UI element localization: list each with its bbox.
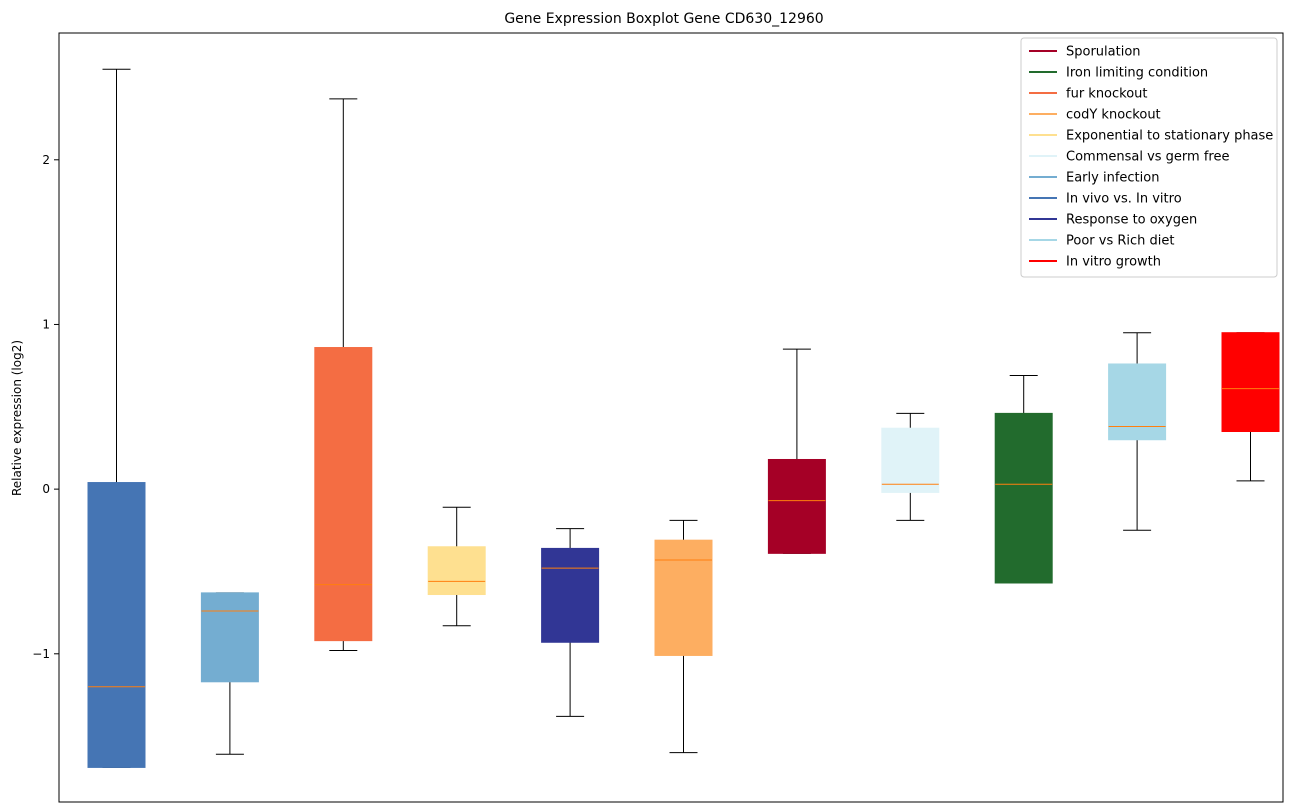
plot-frame xyxy=(58,32,1284,803)
box-body xyxy=(314,347,373,642)
box-body xyxy=(1221,332,1280,432)
legend-frame xyxy=(1020,37,1278,278)
box-body xyxy=(427,546,486,596)
y-tick-label: 2 xyxy=(42,153,50,167)
legend-entry: codY knockout xyxy=(1029,108,1161,123)
box-5 xyxy=(541,528,600,717)
legend-label: codY knockout xyxy=(1066,108,1161,123)
box-body xyxy=(87,482,146,768)
legend-label: Iron limiting condition xyxy=(1066,66,1208,81)
y-tick-label: 1 xyxy=(42,317,50,331)
legend-label: Exponential to stationary phase xyxy=(1066,129,1273,144)
box-11 xyxy=(1221,332,1280,482)
legend-entry: Poor vs Rich diet xyxy=(1029,234,1174,249)
legend-entry: Iron limiting condition xyxy=(1029,66,1208,81)
box-body xyxy=(541,547,600,643)
legend-entry: fur knockout xyxy=(1029,87,1148,102)
box-1 xyxy=(87,68,146,768)
legend-label: Early infection xyxy=(1066,171,1159,186)
y-tick-label: −1 xyxy=(32,647,50,661)
legend-label: Response to oxygen xyxy=(1066,213,1197,228)
box-body xyxy=(881,427,940,493)
box-9 xyxy=(994,375,1053,584)
legend-entry: In vivo vs. In vitro xyxy=(1029,192,1182,207)
legend-entry: Commensal vs germ free xyxy=(1029,150,1229,165)
box-body xyxy=(200,592,259,683)
legend-entry: Exponential to stationary phase xyxy=(1029,129,1273,144)
chart-title: Gene Expression Boxplot Gene CD630_12960 xyxy=(504,11,823,27)
box-8 xyxy=(881,412,940,521)
box-2 xyxy=(200,592,259,755)
legend-label: In vivo vs. In vitro xyxy=(1066,192,1182,207)
box-3 xyxy=(314,98,373,652)
legend-entry: Sporulation xyxy=(1029,45,1141,60)
box-10 xyxy=(1108,332,1167,531)
y-tick-label: 0 xyxy=(42,482,50,496)
plot-area xyxy=(87,68,1280,768)
legend: Sporulation Iron limiting condition fur kn… xyxy=(1020,37,1278,278)
legend-label: Commensal vs germ free xyxy=(1066,150,1229,165)
legend-label: Sporulation xyxy=(1066,45,1141,60)
y-axis: −1 0 1 2 xyxy=(32,153,59,661)
legend-entry: Response to oxygen xyxy=(1029,213,1197,228)
legend-label: In vitro growth xyxy=(1066,255,1161,270)
box-4 xyxy=(427,506,486,627)
box-body xyxy=(654,539,713,656)
legend-label: Poor vs Rich diet xyxy=(1066,234,1174,249)
box-6 xyxy=(654,519,713,754)
box-body xyxy=(767,458,826,554)
box-body xyxy=(1108,363,1167,441)
y-axis-label: Relative expression (log2) xyxy=(10,340,24,496)
legend-entry: In vitro growth xyxy=(1029,255,1161,270)
legend-entry: Early infection xyxy=(1029,171,1159,186)
box-7 xyxy=(767,348,826,554)
legend-label: fur knockout xyxy=(1066,87,1148,102)
box-body xyxy=(994,412,1053,584)
